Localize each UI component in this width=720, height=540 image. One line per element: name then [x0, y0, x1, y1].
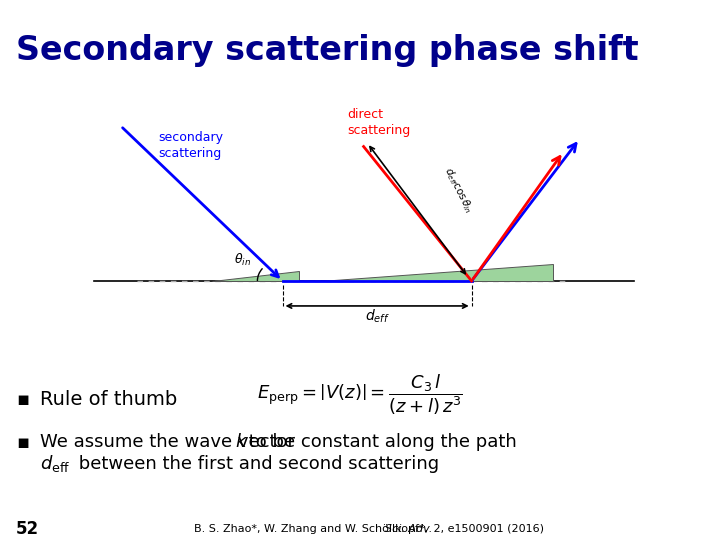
Text: between the first and second scattering: between the first and second scattering [73, 455, 439, 473]
Text: ▪: ▪ [16, 433, 29, 452]
Text: Secondary scattering phase shift: Secondary scattering phase shift [16, 33, 639, 66]
Text: $d_\mathrm{eff}$: $d_\mathrm{eff}$ [40, 453, 70, 474]
Text: secondary
scattering: secondary scattering [158, 131, 223, 160]
Text: 52: 52 [16, 519, 39, 538]
Text: k: k [235, 434, 246, 451]
Text: We assume the wave vector: We assume the wave vector [40, 434, 300, 451]
Text: to be constant along the path: to be constant along the path [243, 434, 517, 451]
Text: $d_{eff}$: $d_{eff}$ [364, 307, 390, 325]
Text: $E_\mathrm{perp} = \left|V(z)\right| = \dfrac{C_3\, l}{(z+l)\,z^3}$: $E_\mathrm{perp} = \left|V(z)\right| = \… [257, 373, 463, 417]
Text: B. S. Zhao*, W. Zhang and W. Schöllkopf*,: B. S. Zhao*, W. Zhang and W. Schöllkopf*… [194, 524, 432, 534]
Text: Sci. Adv.: Sci. Adv. [385, 524, 433, 534]
Text: $\theta_{in}$: $\theta_{in}$ [233, 252, 251, 268]
Text: direct
scattering: direct scattering [347, 108, 410, 137]
Polygon shape [320, 264, 553, 281]
Text: Rule of thumb: Rule of thumb [40, 390, 177, 409]
Text: 2, e1500901 (2016): 2, e1500901 (2016) [430, 524, 544, 534]
Text: $d_{eff}\cos\theta_{in}$: $d_{eff}\cos\theta_{in}$ [441, 165, 476, 215]
Text: ▪: ▪ [16, 390, 29, 409]
Polygon shape [212, 271, 299, 281]
